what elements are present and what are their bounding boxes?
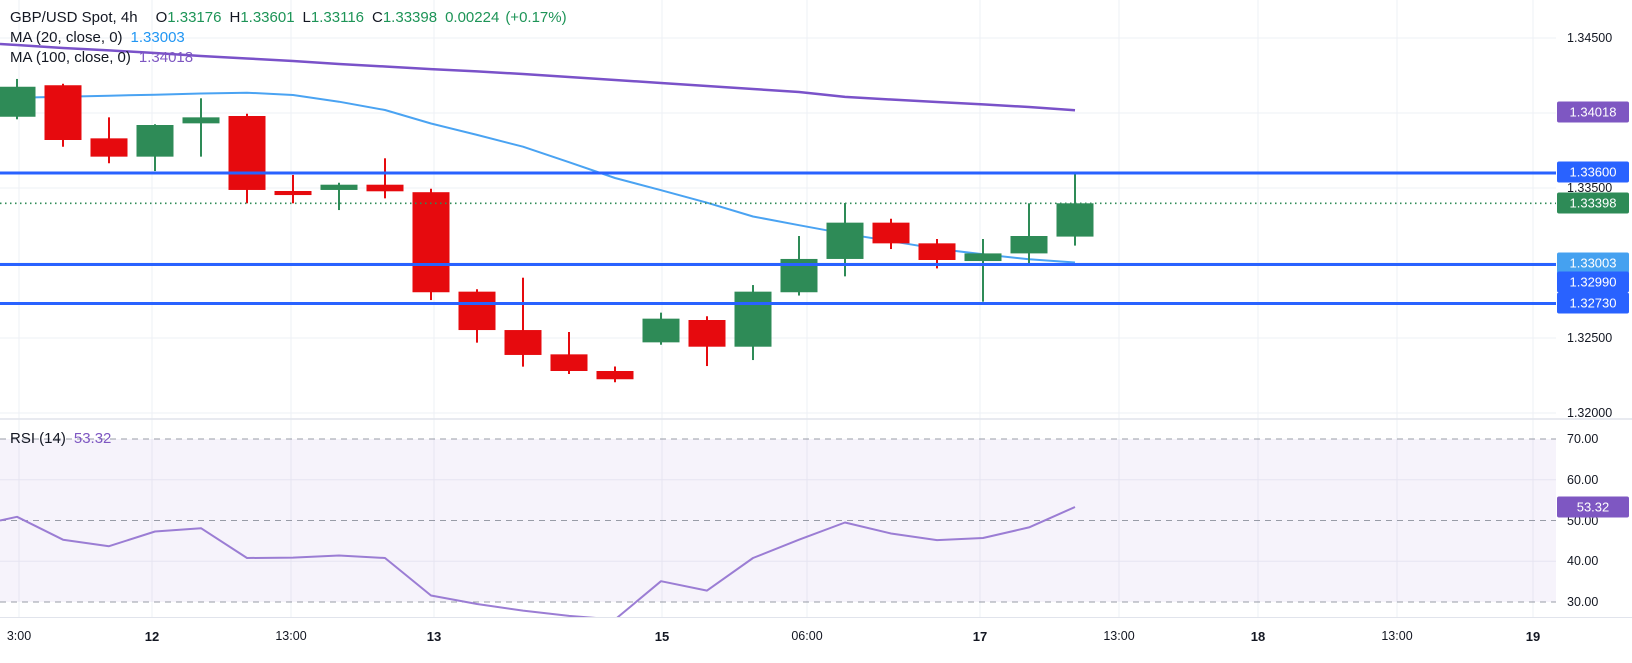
rsi-badge: 53.32 [1557,496,1629,518]
candle-body [826,222,864,259]
price-badge: 1.33003 [1557,252,1629,274]
rsi-axis-label: 40.00 [1567,554,1599,569]
ma20-value: 1.33003 [130,29,185,46]
candle-body [458,291,496,331]
ma20-row[interactable]: MA (20, close, 0) 1.33003 [10,28,567,48]
price-badge: 1.33398 [1557,192,1629,214]
ma20-label: MA (20, close, 0) [10,29,123,46]
symbol-title[interactable]: GBP/USD Spot, 4h [10,9,138,26]
time-axis-label: 13 [426,629,442,644]
rsi-legend[interactable]: RSI (14) 53.32 [10,430,111,447]
price-axis-label: 1.34500 [1567,31,1613,45]
time-axis-label: 06:00 [791,629,823,643]
candle-body [1056,203,1094,237]
time-axis[interactable]: 3:00 12 13:00 13 15 06:00 17 13:00 18 13:00 19 [0,617,1632,663]
candle-body [550,354,588,371]
candle-body [274,191,312,196]
candle-body [1010,236,1048,254]
legend: GBP/USD Spot, 4h O1.33176 H1.33601 L1.33116… [10,8,567,68]
candle-body [918,243,956,260]
symbol-ohlc-row[interactable]: GBP/USD Spot, 4h O1.33176 H1.33601 L1.33116… [10,8,567,28]
candle-body [182,117,220,124]
rsi-axis-label: 30.00 [1567,595,1599,609]
rsi-axis-label: 60.00 [1567,472,1599,487]
ma100-label: MA (100, close, 0) [10,49,131,66]
price-badge: 1.32730 [1557,292,1629,314]
candle-body [90,138,128,157]
candle-body [964,253,1002,262]
candle-body [688,320,726,347]
close-value: 1.33398 [382,9,438,26]
candle-body [412,192,450,293]
price-badge: 1.33600 [1557,161,1629,183]
ma100-value: 1.34018 [138,49,194,66]
high-label: H [229,9,241,26]
open-label: O [155,9,168,26]
price-axis-label: 1.33500 [1567,181,1613,195]
candle-body [228,116,266,190]
rsi-band [0,439,1556,602]
candle-body [0,86,36,117]
ma100-line [0,42,1076,112]
change-percent: (+0.17%) [505,9,567,26]
rsi-line [0,506,1076,621]
candle-body [872,222,910,244]
time-axis-label: 15 [654,629,670,644]
time-axis-label: 13:00 [1103,629,1135,643]
candle-body [504,330,542,355]
candle-body [596,371,634,380]
rsi-label: RSI (14) [10,430,66,447]
price-axis-label: 1.32000 [1567,406,1613,420]
candle-body [366,184,404,192]
time-axis-label: 13:00 [275,629,307,643]
time-axis-label: 12 [144,629,160,644]
time-axis-label: 13:00 [1381,629,1413,643]
price-axis-label: 1.32500 [1567,331,1613,345]
time-axis-label: 3:00 [6,629,32,643]
time-axis-label: 18 [1250,629,1266,644]
rsi-value: 53.32 [73,430,112,447]
candle-body [320,184,358,190]
low-label: L [302,9,311,26]
time-axis-label: 17 [972,629,988,644]
price-badge: 1.32990 [1557,271,1629,293]
candle-body [136,125,174,157]
ma20-line [0,91,1076,264]
time-axis-label: 19 [1525,629,1541,644]
rsi-axis-label: 70.00 [1567,432,1599,446]
high-value: 1.33601 [240,9,295,26]
close-label: C [372,9,383,26]
low-value: 1.33116 [310,9,364,26]
price-badge: 1.34018 [1557,101,1629,123]
candle-body [642,318,680,343]
candle-body [44,85,82,140]
ma100-row[interactable]: MA (100, close, 0) 1.34018 [10,48,567,68]
open-value: 1.33176 [167,9,222,26]
candle-body [734,291,772,347]
change-value: 0.00224 [445,9,500,26]
